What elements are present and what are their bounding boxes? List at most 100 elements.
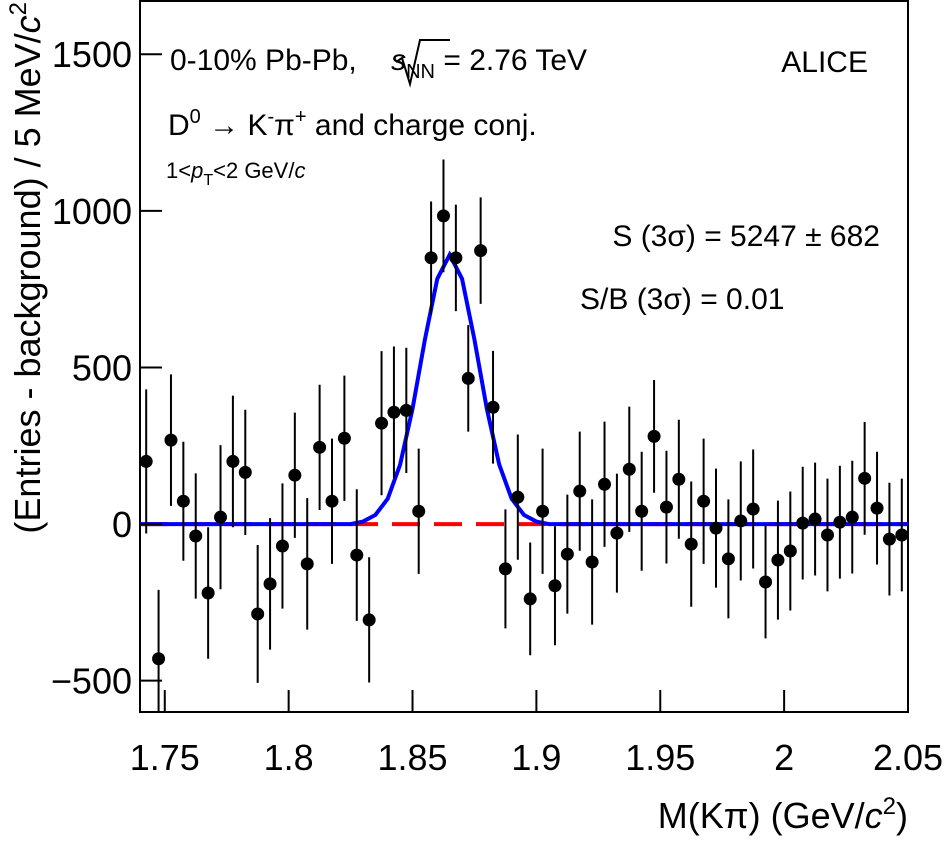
data-point [734,514,748,528]
x-tick-label: 1.85 [377,737,447,778]
annotation-part: → K [201,109,268,142]
data-point [573,484,587,498]
data-point [486,400,500,414]
y-tick-label: 1500 [52,34,132,75]
annotation: 1<pT<2 GeV/c [166,158,305,189]
data-point [721,552,735,566]
axis-label-part: ) [896,795,908,836]
data-point [412,504,426,518]
data-point [474,244,488,258]
data-point [684,537,698,551]
data-point [164,433,178,447]
annotation-part: <2 GeV/ [213,158,295,183]
data-point [449,251,463,265]
data-point [635,504,649,518]
data-point [176,494,190,508]
annotation: S/B (3σ) = 0.01 [580,283,784,316]
data-point [647,429,661,443]
data-point [313,440,327,454]
data-point [882,532,896,546]
data-point [226,454,240,468]
data-point [536,504,550,518]
y-tick-label: 0 [112,504,132,545]
y-tick-label: 1000 [52,191,132,232]
data-point [288,468,302,482]
data-point [783,544,797,558]
data-point [808,512,822,526]
data-point [833,515,847,529]
x-tick-label: 2.05 [873,737,943,778]
axes: 1.75 1.8 1.85 1.9 1.95 2 2.05 −500 0 500 1000 1500 [51,34,943,778]
axis-label-part: c [865,795,883,836]
plot-frame [139,0,909,713]
data-point [709,521,723,535]
x-tick-label: 1.9 [511,737,561,778]
x-tick-label: 2 [774,737,794,778]
data-point [350,548,364,562]
data-point [759,575,773,589]
y-tick-label: −500 [51,661,132,702]
annotation-part: c [294,158,305,183]
data-point [436,209,450,223]
data-point [622,462,636,476]
data-point [387,405,401,419]
y-axis-label: (Entries - background) / 5 MeV/c2 [5,2,48,534]
data-point [189,529,203,543]
sqrt-sign [395,39,450,88]
data-point [424,251,438,265]
x-tick-label: 1.75 [130,737,200,778]
data-point [362,613,376,627]
axis-label-part: M(Kπ) (GeV/ [658,795,865,836]
annotation: ALICE [781,46,868,79]
data-point [771,553,785,567]
data-point [796,516,810,530]
axis-label-part: (Entries - background) / 5 MeV/ [7,33,48,533]
data-point [511,490,525,504]
data-point [152,652,166,666]
data-point [746,502,760,516]
data-point [461,371,475,385]
data-point [672,472,686,486]
axis-label-part: 2 [5,2,32,15]
annotation: D0 → K-π+ and charge conj. [168,106,537,142]
data-point [238,465,252,479]
annotation-part: T [203,172,213,189]
data-point [201,586,215,600]
data-point [275,539,289,553]
annotation-part: - [267,106,274,128]
data-point [214,510,228,524]
annotation-part: D [168,109,190,142]
annotation-part: π [274,109,295,142]
data-point [820,528,834,542]
data-point [697,494,711,508]
data-point [610,526,624,540]
data-point [659,500,673,514]
data-point [548,579,562,593]
data-point [263,577,277,591]
annotation-part: 0 [190,106,201,128]
data-point [325,494,339,508]
annotation-part: 1< [166,158,191,183]
data-point [845,510,859,524]
data-point [337,431,351,445]
data-point [585,555,599,569]
annotation-part: and charge conj. [307,109,537,142]
annotation: S (3σ) = 5247 ± 682 [612,220,880,253]
data-point [560,547,574,561]
x-tick-label: 1.8 [264,737,314,778]
data-point [598,477,612,491]
x-tick-label: 1.95 [625,737,695,778]
y-tick-label: 500 [72,347,132,388]
data-point [858,471,872,485]
data-point [498,562,512,576]
data-point [140,454,153,468]
x-axis-label: M(Kπ) (GeV/c2) [658,793,908,836]
data-point [300,557,314,571]
axis-label-part: 2 [883,793,896,820]
data-point [375,416,389,430]
annotation: 0-10% Pb-Pb, sNN = 2.76 TeV [170,44,587,83]
data-point [399,403,413,417]
annotation-part: 0-10% Pb-Pb, [170,44,365,77]
annotation-part: p [190,158,203,183]
